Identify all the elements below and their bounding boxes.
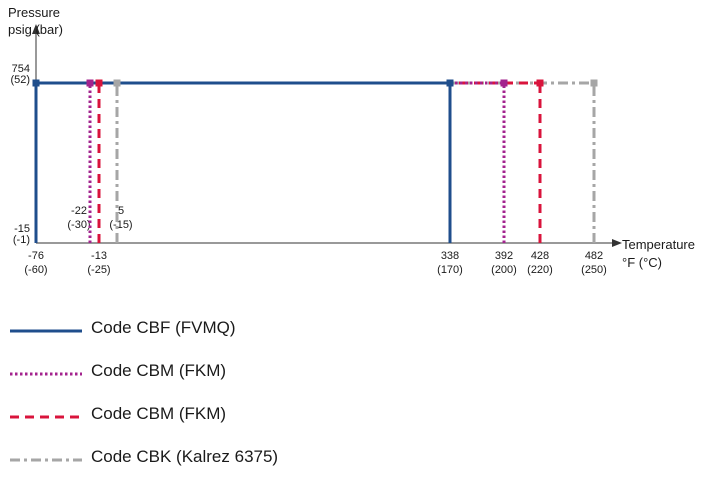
series-marker	[86, 79, 94, 87]
x-tick-label: 392 (200)	[491, 250, 517, 276]
legend-swatch	[10, 458, 82, 462]
legend-swatch	[10, 415, 82, 419]
x-tick-label: -76 (-60)	[24, 250, 47, 276]
legend-swatch	[10, 372, 82, 376]
x-tick-label: 482 (250)	[581, 250, 607, 276]
x-tick-label: 338 (170)	[437, 250, 463, 276]
y-tick-label: 754 (52)	[10, 63, 30, 86]
series-marker	[113, 79, 121, 87]
x-tick-label: 428 (220)	[527, 250, 553, 276]
legend-label: Code CBF (FVMQ)	[91, 318, 236, 337]
legend-label: Code CBM (FKM)	[91, 404, 227, 423]
legend-label: Code CBM (FKM)	[91, 361, 227, 380]
legend-label: Code CBK (Kalrez 6375)	[91, 447, 279, 466]
x-axis-arrow	[612, 239, 622, 247]
series-marker	[32, 79, 40, 87]
series-marker	[590, 79, 598, 87]
series-marker	[536, 79, 544, 87]
x-axis-title: Temperature °F (°C)	[622, 237, 695, 270]
series-marker	[500, 79, 508, 87]
x-tick-label: -13 (-25)	[87, 250, 110, 276]
y-tick-label: -15 (-1)	[13, 223, 30, 246]
series-marker	[446, 79, 454, 87]
annotation-label: 5 (-15)	[109, 205, 132, 231]
y-axis-title: Pressure psig (bar)	[8, 5, 63, 37]
y-axis-arrow	[32, 24, 40, 34]
chart-area: Pressure psig (bar) Temperature °F (°C) 754(…	[8, 5, 695, 276]
annotation-label: -22 (-30)	[67, 205, 90, 231]
legend-swatch	[10, 329, 82, 333]
series-marker	[95, 79, 103, 87]
